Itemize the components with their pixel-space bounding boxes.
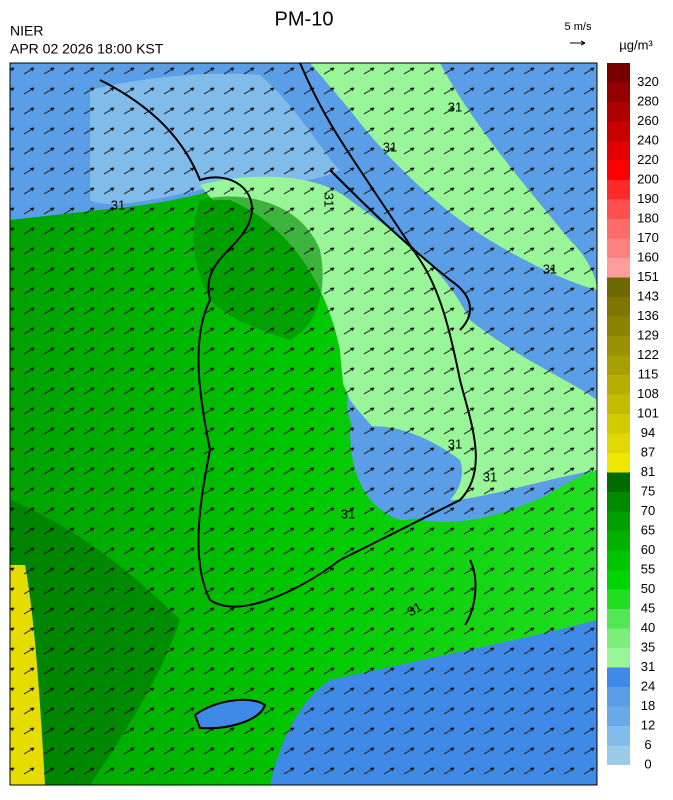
colorbar-label: 24 bbox=[641, 678, 655, 693]
colorbar-box bbox=[607, 180, 630, 200]
colorbar-label: 280 bbox=[637, 93, 659, 108]
colorbar-box bbox=[607, 355, 630, 375]
colorbar-label: 143 bbox=[637, 288, 659, 303]
colorbar-box bbox=[607, 570, 630, 590]
colorbar-label: 50 bbox=[641, 581, 655, 596]
wind-scale-label: 5 m/s bbox=[565, 21, 592, 33]
contour-label: 31 bbox=[111, 197, 125, 212]
colorbar-label: 31 bbox=[641, 659, 655, 674]
colorbar-box bbox=[607, 589, 630, 609]
colorbar-label: 40 bbox=[641, 620, 655, 635]
colorbar-label: 170 bbox=[637, 230, 659, 245]
colorbar-label: 180 bbox=[637, 210, 659, 225]
colorbar-box bbox=[607, 141, 630, 161]
map-frame bbox=[9, 62, 598, 786]
colorbar-box bbox=[607, 258, 630, 278]
datetime: APR 02 2026 18:00 KST bbox=[10, 41, 164, 57]
colorbar-label: 75 bbox=[641, 483, 655, 498]
contour-labels: 31 31 31 31 31 31 31 31 31 bbox=[111, 99, 557, 619]
colorbar-label: 115 bbox=[638, 366, 659, 381]
colorbar-label: 87 bbox=[641, 444, 655, 459]
colorbar-label: 55 bbox=[641, 561, 655, 576]
contour-label: 31 bbox=[383, 139, 397, 154]
colorbar-box bbox=[607, 277, 630, 297]
colorbar-label: 320 bbox=[637, 74, 659, 89]
colorbar-box bbox=[607, 667, 630, 687]
colorbar-box bbox=[607, 414, 630, 434]
colorbar-label: 190 bbox=[637, 191, 659, 206]
colorbar-label: 0 bbox=[644, 756, 651, 771]
colorbar-box bbox=[607, 648, 630, 668]
wind-scale-arrow bbox=[570, 40, 586, 46]
contour-label: 31 bbox=[404, 599, 424, 619]
colorbar-box bbox=[607, 394, 630, 414]
contour-label: 31 bbox=[448, 436, 462, 451]
colorbar-label: 6 bbox=[644, 737, 651, 752]
colorbar-box bbox=[607, 745, 630, 765]
colorbar-box bbox=[607, 219, 630, 239]
colorbar-box bbox=[607, 82, 630, 102]
unit: µg/m³ bbox=[619, 37, 653, 52]
colorbar-box bbox=[607, 531, 630, 551]
colorbar-label: 108 bbox=[637, 386, 659, 401]
colorbar-label: 81 bbox=[641, 464, 655, 479]
colorbar-box bbox=[607, 238, 630, 258]
colorbar-box bbox=[607, 121, 630, 141]
colorbar-box bbox=[607, 687, 630, 707]
contour-label: 31 bbox=[341, 506, 355, 521]
colorbar-label: 65 bbox=[641, 522, 655, 537]
colorbar-box bbox=[607, 472, 630, 492]
colorbar-box bbox=[607, 492, 630, 512]
colorbar-label: 12 bbox=[641, 717, 655, 732]
colorbar-box bbox=[607, 63, 630, 83]
colorbar-box bbox=[607, 297, 630, 317]
colorbar-box bbox=[607, 316, 630, 336]
contour-label: 31 bbox=[448, 99, 462, 114]
colorbar-label: 200 bbox=[637, 171, 659, 186]
contour-label: 31 bbox=[483, 469, 497, 484]
colorbar-box bbox=[607, 609, 630, 629]
colorbar-label: 35 bbox=[641, 639, 655, 654]
colorbar-label: 220 bbox=[637, 152, 659, 167]
colorbar: 0 6 12 18 24 31 35 40 45 50 55 60 65 70 75 81 87 94 101 108… bbox=[607, 63, 659, 771]
colorbar-box bbox=[607, 375, 630, 395]
colorbar-label: 240 bbox=[637, 132, 659, 147]
colorbar-label: 70 bbox=[641, 503, 655, 518]
colorbar-label: 45 bbox=[641, 600, 655, 615]
colorbar-label: 151 bbox=[637, 269, 659, 284]
contour-label: 31 bbox=[322, 193, 337, 207]
colorbar-box bbox=[607, 336, 630, 356]
colorbar-label: 260 bbox=[637, 113, 659, 128]
colorbar-box bbox=[607, 550, 630, 570]
colorbar-box bbox=[607, 726, 630, 746]
colorbar-box bbox=[607, 628, 630, 648]
colorbar-label: 129 bbox=[637, 327, 659, 342]
colorbar-box bbox=[607, 706, 630, 726]
colorbar-box bbox=[607, 453, 630, 473]
agency: NIER bbox=[10, 23, 43, 39]
colorbar-label: 136 bbox=[637, 308, 659, 323]
map bbox=[10, 63, 597, 785]
colorbar-label: 122 bbox=[637, 347, 659, 362]
colorbar-label: 101 bbox=[637, 405, 659, 420]
colorbar-label: 160 bbox=[637, 249, 659, 264]
colorbar-label: 60 bbox=[641, 542, 655, 557]
colorbar-box bbox=[607, 160, 630, 180]
colorbar-label: 18 bbox=[641, 698, 655, 713]
colorbar-box bbox=[607, 199, 630, 219]
title: PM-10 bbox=[275, 8, 334, 30]
colorbar-box bbox=[607, 433, 630, 453]
colorbar-label: 94 bbox=[641, 425, 655, 440]
contour-label: 31 bbox=[543, 261, 557, 276]
colorbar-box bbox=[607, 102, 630, 122]
colorbar-box bbox=[607, 511, 630, 531]
